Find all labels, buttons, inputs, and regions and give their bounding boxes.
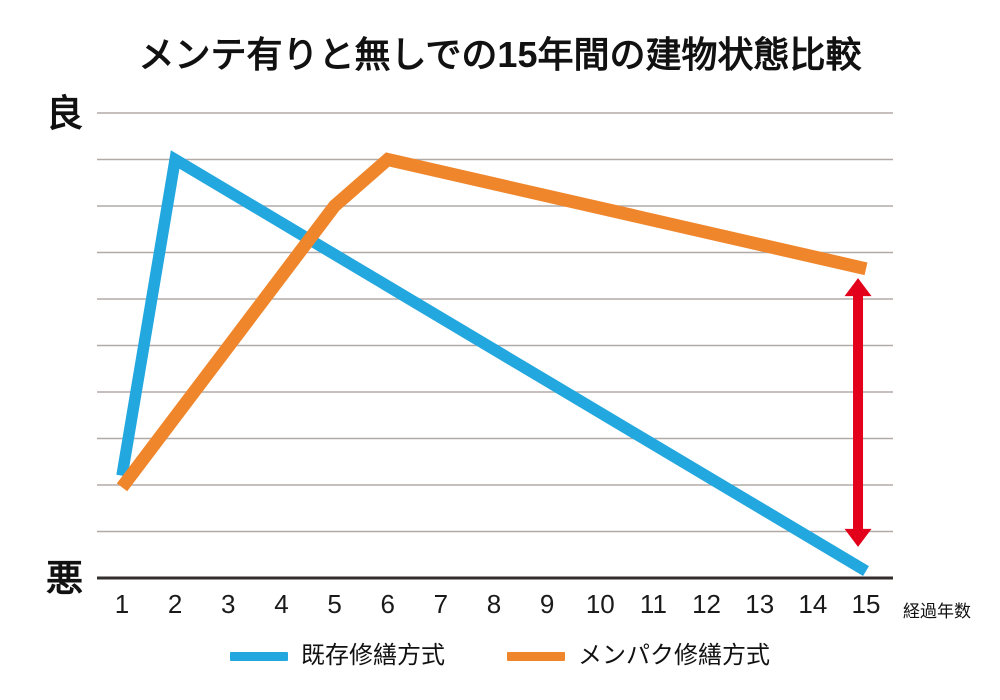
x-tick-label: 14: [798, 589, 828, 619]
x-tick-label: 7: [433, 589, 449, 619]
y-axis-label-bad: 悪: [46, 558, 83, 599]
x-tick-label: 8: [486, 589, 502, 619]
chart-title: メンテ有りと無しでの15年間の建物状態比較: [138, 34, 862, 75]
legend-label: メンパク修繕方式: [578, 642, 770, 669]
x-tick-label: 9: [539, 589, 555, 619]
x-tick-label: 2: [167, 589, 183, 619]
x-tick-label: 5: [327, 589, 342, 619]
gap-arrow-head-top: [844, 278, 872, 297]
x-tick-label: 10: [585, 589, 615, 619]
legend-swatch-icon: [507, 651, 565, 661]
x-tick-label: 15: [851, 589, 881, 619]
y-axis-label-good: 良: [46, 93, 83, 134]
series-line-0: [116, 150, 869, 576]
legend-swatch-icon: [230, 651, 288, 661]
legend-item-1: メンパク修繕方式: [507, 644, 770, 668]
x-tick-label: 11: [639, 589, 667, 619]
x-tick-label: 1: [114, 589, 130, 619]
gap-arrow-head-bottom: [844, 528, 872, 547]
x-axis-title: 経過年数: [903, 602, 971, 621]
x-tick-label: 6: [380, 589, 395, 619]
legend-label: 既存修繕方式: [301, 642, 445, 669]
x-tick-label: 3: [221, 589, 236, 619]
x-tick-label: 4: [274, 589, 289, 619]
x-tick-label: 13: [745, 589, 775, 619]
legend: 既存修繕方式 メンパク修繕方式: [0, 644, 1000, 668]
series-line-1: [116, 152, 868, 492]
legend-item-0: 既存修繕方式: [230, 644, 445, 668]
x-tick-label: 12: [692, 589, 722, 619]
